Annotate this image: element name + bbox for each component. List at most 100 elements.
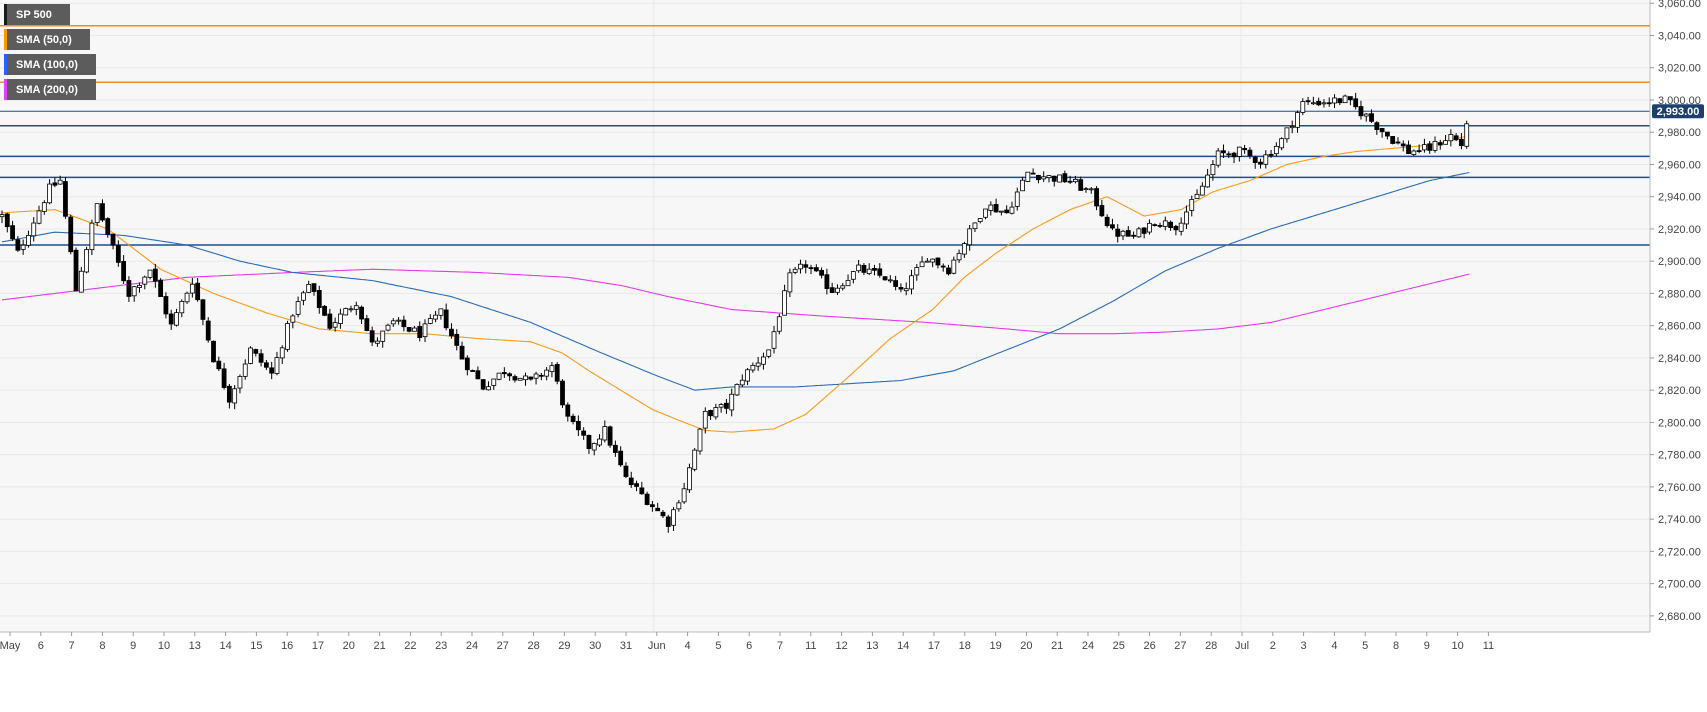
candle-body[interactable]	[402, 320, 406, 327]
candle-body[interactable]	[471, 371, 475, 372]
candle-body[interactable]	[640, 488, 644, 494]
candle-body[interactable]	[1073, 179, 1077, 181]
legend-item-sp500[interactable]: SP 500	[4, 4, 70, 25]
candle-body[interactable]	[79, 271, 83, 292]
candle-body[interactable]	[746, 370, 750, 381]
candle-body[interactable]	[777, 317, 781, 331]
candle-body[interactable]	[1047, 176, 1051, 178]
candle-body[interactable]	[1253, 157, 1257, 162]
candle-body[interactable]	[174, 313, 178, 326]
candle-body[interactable]	[190, 284, 194, 293]
candle-body[interactable]	[666, 517, 670, 527]
candle-body[interactable]	[1063, 174, 1067, 182]
candle-body[interactable]	[936, 258, 940, 265]
candle-body[interactable]	[534, 374, 538, 378]
candle-body[interactable]	[412, 328, 416, 331]
candle-body[interactable]	[957, 253, 961, 259]
candle-body[interactable]	[323, 306, 327, 315]
candle-body[interactable]	[460, 346, 464, 359]
candle-body[interactable]	[291, 316, 295, 322]
candle-body[interactable]	[254, 349, 258, 353]
candle-body[interactable]	[481, 380, 485, 390]
candle-body[interactable]	[1137, 229, 1141, 237]
candle-body[interactable]	[550, 366, 554, 372]
candle-body[interactable]	[804, 265, 808, 268]
candle-body[interactable]	[1116, 229, 1120, 236]
candle-body[interactable]	[1200, 186, 1204, 195]
legend-item-sma50[interactable]: SMA (50,0)	[4, 29, 90, 50]
candle-body[interactable]	[756, 363, 760, 366]
candle-body[interactable]	[661, 512, 665, 515]
candle-body[interactable]	[317, 290, 321, 307]
candle-body[interactable]	[127, 281, 131, 297]
candle-body[interactable]	[809, 268, 813, 269]
candle-body[interactable]	[508, 374, 512, 376]
candle-body[interactable]	[375, 341, 379, 343]
candle-body[interactable]	[116, 245, 120, 262]
candle-body[interactable]	[1036, 175, 1040, 179]
candle-body[interactable]	[301, 293, 305, 300]
candle-body[interactable]	[449, 329, 453, 336]
candle-body[interactable]	[793, 269, 797, 272]
candle-body[interactable]	[1121, 231, 1125, 236]
candle-body[interactable]	[5, 214, 9, 227]
candle-body[interactable]	[1089, 189, 1093, 190]
candle-body[interactable]	[1026, 172, 1030, 181]
candle-body[interactable]	[1052, 176, 1056, 181]
candle-body[interactable]	[899, 287, 903, 289]
candle-body[interactable]	[645, 494, 649, 504]
candle-body[interactable]	[656, 508, 660, 510]
candle-body[interactable]	[872, 268, 876, 270]
candle-body[interactable]	[851, 272, 855, 280]
candle-body[interactable]	[312, 284, 316, 292]
candle-body[interactable]	[883, 277, 887, 280]
candle-body[interactable]	[1338, 99, 1342, 103]
candle-body[interactable]	[571, 416, 575, 421]
candle-body[interactable]	[677, 503, 681, 509]
candle-body[interactable]	[894, 281, 898, 287]
candle-body[interactable]	[1343, 96, 1347, 103]
candle-body[interactable]	[931, 259, 935, 262]
candle-body[interactable]	[69, 217, 73, 252]
candle-body[interactable]	[915, 268, 919, 275]
candle-body[interactable]	[48, 184, 52, 203]
candle-body[interactable]	[465, 358, 469, 370]
candle-body[interactable]	[1184, 212, 1188, 224]
candle-body[interactable]	[1285, 128, 1289, 139]
candle-body[interactable]	[1444, 141, 1448, 145]
candle-body[interactable]	[672, 510, 676, 526]
candle-body[interactable]	[1105, 217, 1109, 225]
candle-body[interactable]	[354, 306, 358, 310]
candle-body[interactable]	[74, 250, 78, 291]
candle-body[interactable]	[846, 280, 850, 285]
candle-body[interactable]	[1232, 153, 1236, 157]
candle-body[interactable]	[1079, 180, 1083, 191]
candle-body[interactable]	[270, 368, 274, 373]
legend-item-sma100[interactable]: SMA (100,0)	[4, 54, 96, 75]
candle-body[interactable]	[486, 387, 490, 390]
candle-body[interactable]	[1042, 177, 1046, 179]
candle-body[interactable]	[513, 377, 517, 380]
candle-body[interactable]	[735, 384, 739, 395]
candle-body[interactable]	[1422, 145, 1426, 150]
candle-body[interactable]	[381, 331, 385, 341]
candle-body[interactable]	[687, 468, 691, 490]
candle-body[interactable]	[286, 323, 290, 349]
candle-body[interactable]	[1438, 143, 1442, 145]
candle-body[interactable]	[772, 332, 776, 349]
candle-body[interactable]	[1153, 225, 1157, 226]
candle-body[interactable]	[296, 302, 300, 315]
candle-body[interactable]	[788, 273, 792, 292]
candle-body[interactable]	[1396, 142, 1400, 143]
candle-body[interactable]	[820, 270, 824, 275]
candle-body[interactable]	[42, 203, 46, 212]
candle-body[interactable]	[26, 235, 30, 245]
candle-body[interactable]	[159, 280, 163, 296]
candle-body[interactable]	[555, 364, 559, 381]
candle-body[interactable]	[492, 379, 496, 385]
candle-body[interactable]	[968, 229, 972, 245]
candle-body[interactable]	[518, 378, 522, 380]
candle-body[interactable]	[217, 361, 221, 369]
candle-body[interactable]	[576, 421, 580, 429]
